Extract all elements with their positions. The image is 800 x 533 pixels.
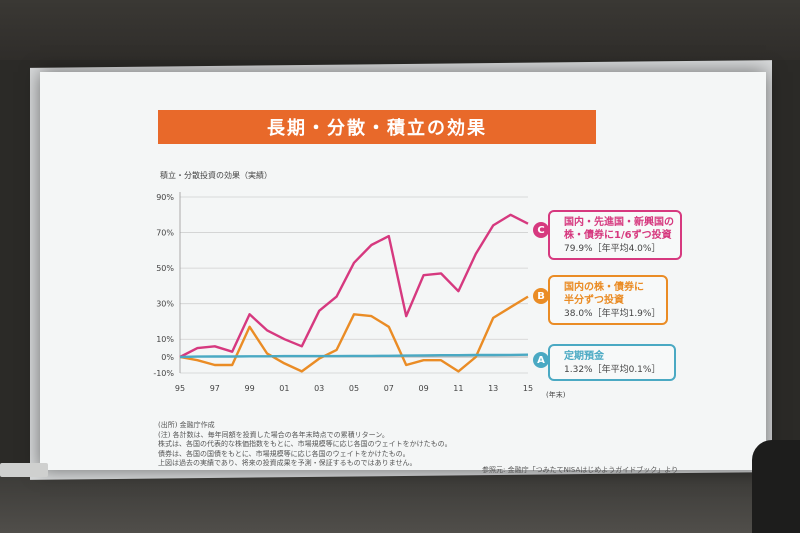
series-line-b xyxy=(179,295,529,373)
x-tick-label: 05 xyxy=(349,384,359,393)
chart-heading: 積立・分散投資の効果（実績） xyxy=(160,171,272,180)
x-tick-label: 95 xyxy=(175,384,185,393)
x-tick-label: 07 xyxy=(384,384,394,393)
x-tick-label: 01 xyxy=(279,384,289,393)
y-tick-label: 30% xyxy=(156,300,174,309)
presentation-slide: 長期・分散・積立の効果 積立・分散投資の効果（実績） 90% 70% 50% 30% 1… xyxy=(40,72,766,474)
x-tick-label: 03 xyxy=(314,384,324,393)
audience-silhouette xyxy=(752,440,800,533)
y-tick-label: 0% xyxy=(161,353,174,362)
annotation-b: 国内の株・債券に 半分ずつ投資 38.0%［年平均1.9%］ xyxy=(548,275,669,325)
x-axis-unit: (年末) xyxy=(546,391,566,399)
chart-series xyxy=(179,213,529,373)
y-tick-label: -10% xyxy=(153,369,174,378)
laptop xyxy=(0,463,48,477)
annotation-a-line1: 定期預金 xyxy=(564,351,604,362)
annotation-c-line2: 株・債券に1/6ずつ投資 xyxy=(564,230,672,241)
annotation-b-line1: 国内の株・債券に xyxy=(564,282,644,293)
annotation-b-line2: 半分ずつ投資 xyxy=(564,295,624,306)
series-line-a xyxy=(179,353,529,359)
chart-gridlines xyxy=(179,192,528,374)
slide-title: 長期・分散・積立の効果 xyxy=(158,110,596,144)
x-tick-label: 99 xyxy=(245,384,255,393)
x-tick-label: 09 xyxy=(419,384,429,393)
x-tick-label: 97 xyxy=(210,384,220,393)
room-floor xyxy=(0,470,800,533)
note-line: (注) 各計数は、毎年同額を投資した場合の各年末時点での累積リターン。 xyxy=(158,430,389,439)
line-chart: 90% 70% 50% 30% 10% 0% -10% 95 97 99 01 03 05 07 09 11… xyxy=(153,192,533,393)
annotation-a-badge: A xyxy=(533,352,549,368)
annotation-c-value: 79.9%［年平均4.0%］ xyxy=(564,244,661,254)
note-line: (出所) 金融庁作成 xyxy=(158,421,215,429)
annotation-a-value: 1.32%［年平均0.1%］ xyxy=(564,365,661,375)
annotation-c-badge: C xyxy=(533,222,549,238)
note-line: 上図は過去の実績であり、将来の投資成果を予測・保証するものではありません。 xyxy=(158,459,417,467)
slide-notes: (出所) 金融庁作成 (注) 各計数は、毎年同額を投資した場合の各年末時点での累… xyxy=(158,421,452,469)
x-tick-label: 11 xyxy=(453,384,463,393)
x-tick-label: 15 xyxy=(523,384,533,393)
annotation-b-badge: B xyxy=(533,288,549,304)
y-tick-label: 50% xyxy=(156,264,174,273)
annotation-a: 定期預金 1.32%［年平均0.1%］ xyxy=(548,344,677,381)
reference-text: 参照元: 金融庁「つみたてNISAはじめようガイドブック」より xyxy=(482,466,679,474)
x-tick-labels: 95 97 99 01 03 05 07 09 11 13 15 xyxy=(175,384,533,393)
annotation-b-value: 38.0%［年平均1.9%］ xyxy=(564,309,661,319)
x-tick-label: 13 xyxy=(488,384,498,393)
y-tick-label: 70% xyxy=(156,229,174,238)
y-tick-label: 10% xyxy=(156,335,174,344)
annotation-c: 国内・先進国・新興国の 株・債券に1/6ずつ投資 79.9%［年平均4.0%］ xyxy=(548,210,682,260)
note-line: 債券は、各国の国債をもとに、市場規模等に応じ各国のウェイトをかけたもの。 xyxy=(158,449,410,458)
room-ceiling xyxy=(0,0,800,60)
y-tick-labels: 90% 70% 50% 30% 10% 0% -10% xyxy=(153,193,174,378)
series-line-c xyxy=(179,213,529,359)
y-tick-label: 90% xyxy=(156,193,174,202)
annotation-c-line1: 国内・先進国・新興国の xyxy=(564,217,674,228)
note-line: 株式は、各国の代表的な株価指数をもとに、市場規模等に応じ各国のウェイトをかけたも… xyxy=(158,440,452,448)
